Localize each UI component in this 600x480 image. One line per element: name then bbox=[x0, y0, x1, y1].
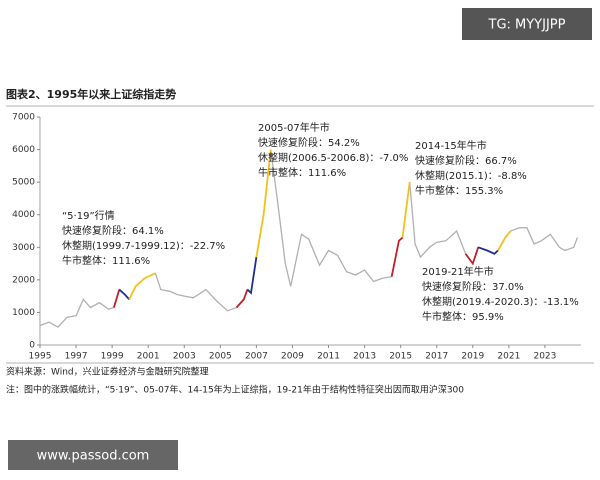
series-line bbox=[118, 246, 499, 301]
chart-title: 图表2、1995年以来上证综指走势 bbox=[6, 87, 176, 101]
y-tick-label: 2000 bbox=[12, 275, 35, 285]
x-tick-label: 1999 bbox=[101, 352, 124, 362]
annotation: 休整期(1999.7-1999.12)：-22.7% bbox=[62, 239, 225, 252]
note: 注：图中的涨跌幅统计，“5·19”、05-07年、14-15年为上证综指，19-… bbox=[6, 384, 464, 396]
x-tick-label: 2013 bbox=[353, 352, 376, 362]
annotation: 快速修复阶段：64.1% bbox=[62, 224, 164, 237]
x-tick-label: 2007 bbox=[245, 352, 268, 362]
y-tick-label: 7000 bbox=[12, 113, 35, 123]
annotation: 快速修复阶段：37.0% bbox=[422, 280, 524, 293]
watermark-box bbox=[8, 440, 178, 470]
annotation: 2005-07年牛市 bbox=[258, 121, 330, 134]
y-tick-label: 1000 bbox=[12, 308, 35, 318]
x-tick-label: 2015 bbox=[389, 352, 412, 362]
annotation: 牛市整体：155.3% bbox=[415, 184, 503, 197]
x-tick-label: 2001 bbox=[137, 352, 160, 362]
watermark: www.passod.com bbox=[37, 449, 150, 464]
y-tick-label: 4000 bbox=[12, 210, 35, 220]
x-tick-label: 2009 bbox=[281, 352, 304, 362]
x-tick-label: 2005 bbox=[209, 352, 232, 362]
annotation: 快速修复阶段：54.2% bbox=[258, 136, 360, 149]
annotation: 牛市整体：95.9% bbox=[422, 310, 504, 323]
series-line bbox=[128, 149, 512, 300]
x-tick-label: 2011 bbox=[317, 352, 340, 362]
x-tick-label: 2019 bbox=[461, 352, 484, 362]
series-line bbox=[113, 236, 480, 309]
y-tick-label: 5000 bbox=[12, 178, 35, 188]
annotation: 休整期(2006.5-2006.8)：-7.0% bbox=[258, 151, 408, 164]
annotation: 快速修复阶段：66.7% bbox=[415, 154, 517, 167]
x-tick-label: 1997 bbox=[65, 352, 88, 362]
x-tick-label: 2021 bbox=[497, 352, 520, 362]
x-tick-label: 2017 bbox=[425, 352, 448, 362]
annotation: 牛市整体：111.6% bbox=[62, 254, 150, 267]
annotation: 牛市整体：111.6% bbox=[258, 166, 346, 179]
y-tick-label: 3000 bbox=[12, 243, 35, 253]
annotation: 休整期(2019.4-2020.3)：-13.1% bbox=[422, 295, 579, 308]
watermark: TG: MYYJJPP bbox=[488, 18, 566, 33]
annotation: “5·19”行情 bbox=[62, 209, 115, 222]
annotation: 休整期(2015.1)：-8.8% bbox=[415, 169, 527, 182]
y-tick-label: 6000 bbox=[12, 145, 35, 155]
x-tick-label: 1995 bbox=[29, 352, 52, 362]
source: 资料来源：Wind，兴业证券经济与金融研究院整理 bbox=[6, 366, 209, 378]
watermark-box bbox=[462, 8, 592, 40]
x-tick-label: 2003 bbox=[173, 352, 196, 362]
x-tick-label: 2023 bbox=[533, 352, 556, 362]
y-tick-label: 0 bbox=[29, 341, 35, 351]
annotation: 2014-15年牛市 bbox=[415, 139, 487, 152]
annotation: 2019-21年牛市 bbox=[422, 265, 494, 278]
